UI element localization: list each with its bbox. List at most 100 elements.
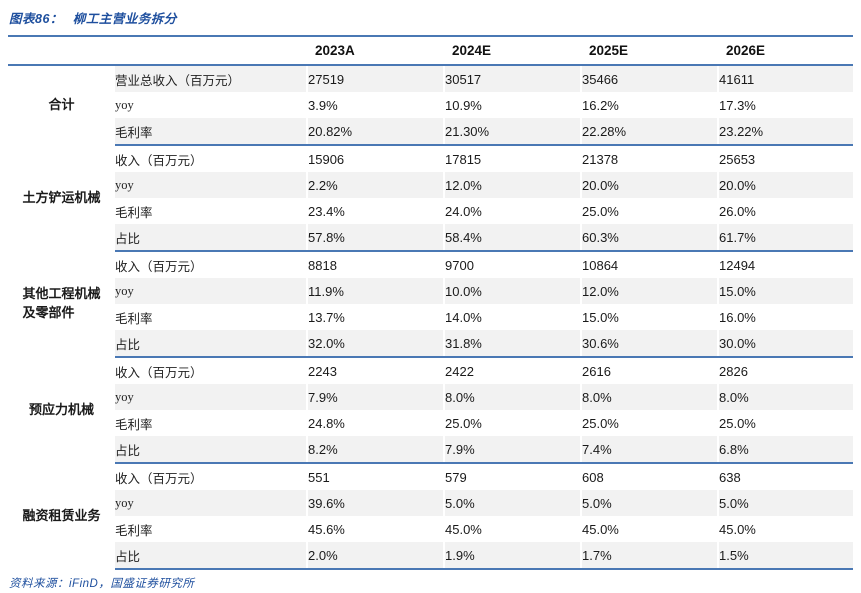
value-cell: 13.7% [307, 304, 445, 330]
group-label-text: 其他工程机械 及零部件 [22, 286, 101, 320]
value-cell: 5.0% [718, 490, 853, 516]
value-cell: 24.8% [307, 410, 445, 436]
value-cell: 10.9% [444, 92, 582, 118]
group-label-cell: 融资租赁业务 [8, 463, 115, 569]
header-year-2023: 2023A [307, 36, 444, 66]
value-cell: 45.0% [581, 516, 719, 542]
value-cell: 8818 [307, 251, 445, 278]
metric-label-cell: 收入（百万元） [115, 145, 308, 172]
value-cell: 12.0% [581, 278, 719, 304]
table-row: yoy 3.9% 10.9% 16.2% 17.3% [8, 92, 853, 118]
value-cell: 2243 [307, 357, 445, 384]
value-cell: 7.4% [581, 436, 719, 464]
value-cell: 551 [307, 463, 445, 490]
value-cell: 25653 [719, 151, 756, 167]
value-cell: 20.82% [307, 118, 445, 146]
table-row: yoy 7.9% 8.0% 8.0% 8.0% [8, 384, 853, 410]
value-cell: 45.0% [444, 516, 582, 542]
figure-title-bar: 图表86： 柳工主营业务拆分 [8, 5, 853, 35]
value-cell: 32.0% [307, 330, 445, 358]
value-cell: 23.22% [718, 118, 853, 146]
value-cell: 14.0% [444, 304, 582, 330]
value-cell: 17.3% [719, 97, 756, 113]
value-cell: 2422 [444, 357, 582, 384]
group-label-cell: 合计 [8, 65, 115, 145]
table-row: 占比 8.2% 7.9% 7.4% 6.8% [8, 436, 853, 464]
value-cell: 35466 [581, 65, 719, 92]
metric-label-cell: 收入（百万元） [115, 463, 308, 490]
value-cell: 15.0% [718, 278, 853, 304]
table-row: 占比 57.8% 58.4% 60.3% 61.7% [8, 224, 853, 252]
value-cell: 1.9% [444, 542, 582, 570]
value-cell: 16.0% [719, 309, 756, 325]
metric-label-cell: 收入（百万元） [115, 357, 308, 384]
group-label-text: 融资租赁业务 [22, 507, 101, 523]
value-cell: 21.30% [444, 118, 582, 146]
group-label-text: 预应力机械 [28, 401, 94, 417]
value-cell: 5.0% [444, 490, 582, 516]
metric-label-cell: 占比 [115, 224, 308, 252]
value-cell: 2.2% [307, 172, 445, 198]
metric-label-cell: yoy [115, 172, 308, 198]
value-cell: 7.9% [307, 384, 445, 410]
value-cell: 579 [444, 463, 582, 490]
value-cell: 25.0% [581, 410, 719, 436]
value-cell: 7.9% [444, 436, 582, 464]
value-cell: 16.2% [581, 92, 719, 118]
table-row: 融资租赁业务 收入（百万元） 551 579 608 638 [8, 463, 853, 569]
table-row: 占比 32.0% 31.8% 30.6% 30.0% [8, 330, 853, 358]
value-cell: 3.9% [307, 92, 445, 118]
value-cell: 60.3% [581, 224, 719, 252]
table-row: yoy 39.6% 5.0% 5.0% 5.0% [8, 490, 853, 516]
value-cell: 20.0% [581, 172, 719, 198]
value-cell: 1.7% [581, 542, 719, 570]
table-row: yoy 2.2% 12.0% 20.0% 20.0% [8, 172, 853, 198]
value-cell: 638 [719, 469, 741, 485]
value-cell: 9700 [444, 251, 582, 278]
metric-label-cell: 毛利率 [115, 304, 308, 330]
header-year-2024: 2024E [444, 36, 581, 66]
business-breakdown-table: 2023A 2024E 2025E 2026E 合计 营业总收入（百万元） 2751… [8, 35, 853, 570]
value-cell: 22.28% [581, 118, 719, 146]
group-label-cell: 预应力机械 [8, 357, 115, 463]
metric-label-cell: 占比 [115, 542, 308, 570]
group-label-text: 土方铲运机械 [22, 189, 101, 205]
value-cell: 2826 [719, 363, 748, 379]
value-cell: 12494 [719, 257, 756, 273]
metric-label-cell: yoy [115, 92, 308, 118]
value-cell: 57.8% [307, 224, 445, 252]
value-cell: 39.6% [307, 490, 445, 516]
value-cell: 58.4% [444, 224, 582, 252]
figure-number-label: 图表86： [9, 12, 63, 26]
table-row: 其他工程机械 及零部件 收入（百万元） 8818 9700 10864 12494 [8, 251, 853, 357]
metric-label-cell: 营业总收入（百万元） [115, 65, 308, 92]
value-cell: 23.4% [307, 198, 445, 224]
metric-label-cell: 收入（百万元） [115, 251, 308, 278]
value-cell: 608 [581, 463, 719, 490]
value-cell: 25.0% [581, 198, 719, 224]
metric-label-cell: yoy [115, 278, 308, 304]
value-cell: 6.8% [718, 436, 853, 464]
value-cell: 8.2% [307, 436, 445, 464]
value-cell: 1.5% [718, 542, 853, 570]
value-cell: 10.0% [444, 278, 582, 304]
value-cell: 17815 [444, 145, 582, 172]
value-cell: 5.0% [581, 490, 719, 516]
value-cell: 61.7% [718, 224, 853, 252]
metric-label-cell: 毛利率 [115, 118, 308, 146]
metric-label-cell: 毛利率 [115, 516, 308, 542]
value-cell: 2.0% [307, 542, 445, 570]
value-cell: 11.9% [307, 278, 445, 304]
table-row: yoy 11.9% 10.0% 12.0% 15.0% [8, 278, 853, 304]
value-cell: 45.0% [719, 521, 756, 537]
group-label-text: 合计 [48, 97, 75, 113]
value-cell: 15.0% [581, 304, 719, 330]
value-cell: 25.0% [719, 415, 756, 431]
value-cell: 30517 [444, 65, 582, 92]
value-cell: 24.0% [444, 198, 582, 224]
metric-label-cell: yoy [115, 490, 308, 516]
metric-label-cell: 毛利率 [115, 410, 308, 436]
table-row: 毛利率 13.7% 14.0% 15.0% 16.0% [8, 304, 853, 330]
metric-label-cell: 占比 [115, 330, 308, 358]
value-cell: 12.0% [444, 172, 582, 198]
